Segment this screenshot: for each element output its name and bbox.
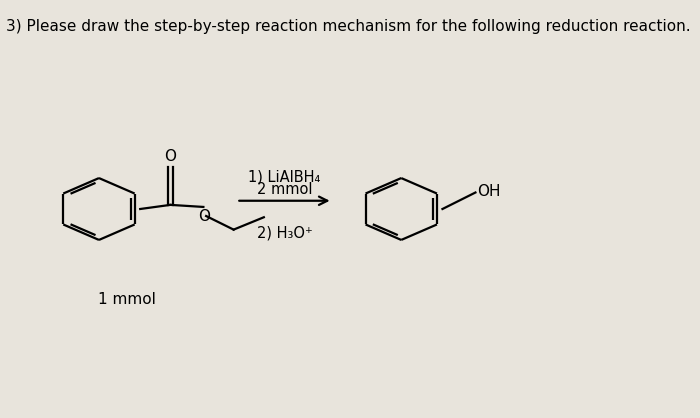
Text: OH: OH xyxy=(477,184,500,199)
Text: 1) LiAlBH₄: 1) LiAlBH₄ xyxy=(248,169,321,184)
Text: 2) H₃O⁺: 2) H₃O⁺ xyxy=(257,225,312,240)
Text: 2 mmol: 2 mmol xyxy=(257,182,312,196)
Text: O: O xyxy=(164,149,176,163)
Text: 3) Please draw the step-by-step reaction mechanism for the following reduction r: 3) Please draw the step-by-step reaction… xyxy=(6,19,690,34)
Text: O: O xyxy=(199,209,211,224)
Text: 1 mmol: 1 mmol xyxy=(97,292,155,307)
